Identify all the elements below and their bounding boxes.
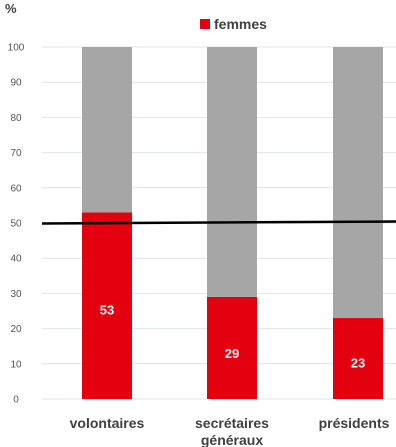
x-tick-label: généraux	[201, 432, 263, 447]
reference-line	[41, 220, 396, 225]
data-label: 29	[225, 346, 239, 361]
x-tick-label: secrétaires	[195, 415, 269, 431]
y-tick-label: 80	[10, 113, 22, 124]
y-tick-label: 90	[10, 78, 22, 89]
bar-remainder	[82, 47, 132, 213]
data-label: 53	[100, 302, 114, 317]
y-tick-label: 10	[10, 359, 22, 370]
y-tick-label: 50	[10, 219, 22, 230]
bar-femmes	[207, 296, 257, 399]
y-tick-label: 100	[8, 43, 25, 54]
x-tick-label: volontaires	[70, 415, 145, 431]
bar-femmes	[333, 318, 383, 399]
y-axis-unit: %	[5, 1, 17, 16]
y-tick-label: 30	[10, 289, 22, 300]
bar-femmes	[82, 212, 132, 399]
y-tick-label: 20	[10, 324, 22, 335]
y-tick-label: 40	[10, 254, 22, 265]
data-labels: 53 29 23	[100, 302, 365, 370]
bar-remainder	[333, 47, 383, 319]
y-axis-ticks: 0 10 20 30 40 50 60 70 80 90 100	[8, 43, 25, 406]
y-tick-label: 0	[13, 395, 19, 406]
bars	[82, 47, 383, 399]
reference-line-layer	[41, 220, 396, 225]
y-tick-label: 60	[10, 183, 22, 194]
data-label: 23	[351, 356, 365, 371]
legend-label-femmes: femmes	[214, 16, 267, 32]
y-tick-label: 70	[10, 148, 22, 159]
bar-remainder	[207, 47, 257, 297]
legend: femmes	[200, 16, 267, 32]
x-tick-label: présidents	[319, 415, 390, 431]
legend-swatch-femmes	[200, 19, 210, 29]
